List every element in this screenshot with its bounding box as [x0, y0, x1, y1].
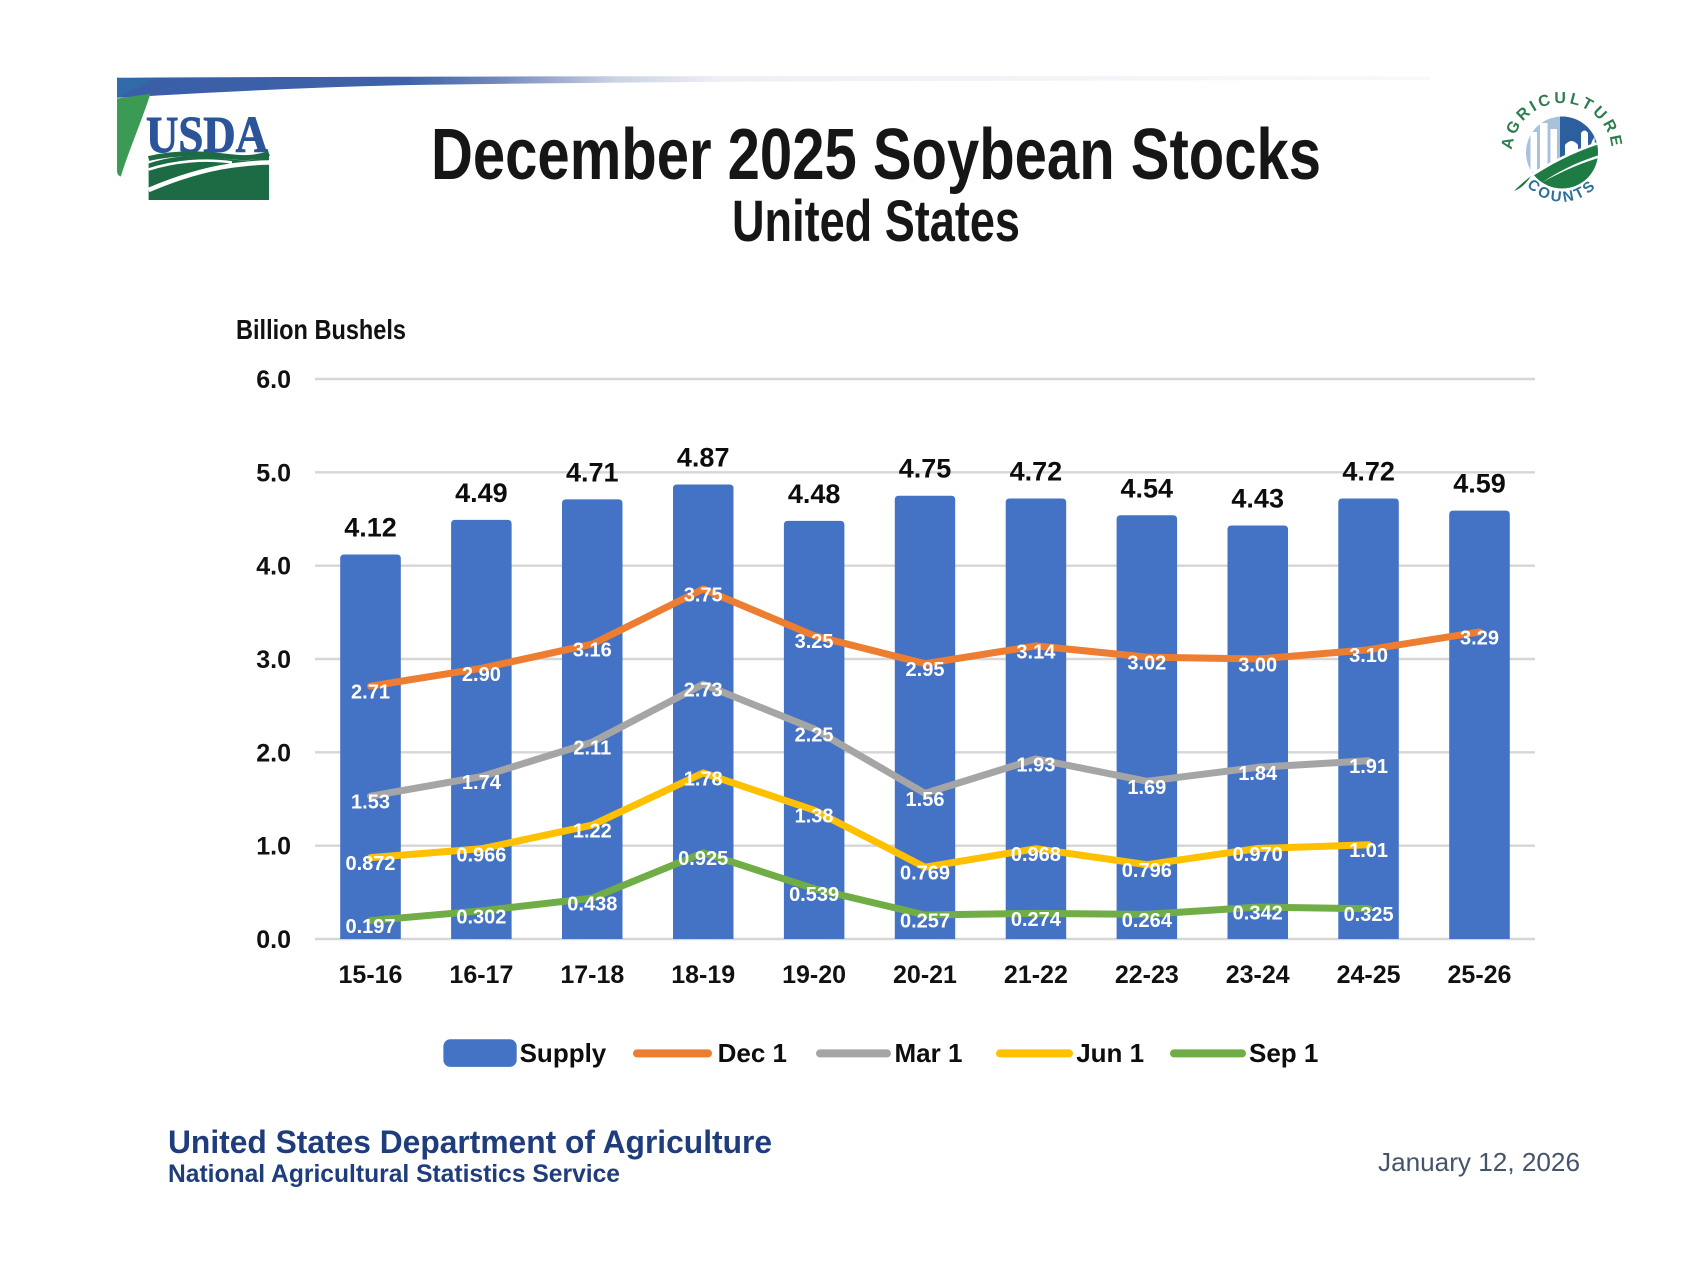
svg-text:4.71: 4.71 [566, 457, 619, 487]
svg-text:0.769: 0.769 [900, 863, 950, 885]
svg-text:Jun 1: Jun 1 [1076, 1038, 1144, 1068]
svg-text:3.29: 3.29 [1460, 627, 1499, 649]
svg-text:22-23: 22-23 [1115, 961, 1179, 989]
svg-text:0.264: 0.264 [1122, 910, 1173, 932]
svg-text:0.438: 0.438 [567, 894, 617, 916]
svg-text:3.0: 3.0 [256, 646, 291, 674]
svg-text:4.87: 4.87 [677, 443, 730, 473]
svg-text:Mar 1: Mar 1 [895, 1038, 963, 1068]
svg-text:4.43: 4.43 [1231, 484, 1284, 514]
svg-text:0.539: 0.539 [789, 884, 839, 906]
svg-text:24-25: 24-25 [1337, 961, 1401, 989]
svg-text:0.968: 0.968 [1011, 844, 1061, 866]
svg-text:4.72: 4.72 [1010, 457, 1063, 487]
svg-text:4.54: 4.54 [1121, 473, 1174, 503]
svg-text:2.90: 2.90 [462, 664, 501, 686]
svg-text:4.12: 4.12 [344, 513, 397, 543]
svg-text:0.302: 0.302 [456, 906, 506, 928]
svg-text:21-22: 21-22 [1004, 961, 1068, 989]
svg-text:2.11: 2.11 [573, 738, 611, 760]
svg-text:1.22: 1.22 [573, 821, 612, 843]
svg-text:2.73: 2.73 [684, 680, 723, 702]
svg-text:1.74: 1.74 [462, 772, 502, 794]
svg-text:1.78: 1.78 [684, 768, 723, 790]
svg-text:0.966: 0.966 [456, 844, 506, 866]
svg-text:20-21: 20-21 [893, 961, 957, 989]
svg-text:2.71: 2.71 [351, 682, 390, 704]
svg-text:5.0: 5.0 [256, 459, 291, 487]
svg-text:3.02: 3.02 [1127, 653, 1166, 675]
svg-text:0.872: 0.872 [345, 853, 395, 875]
svg-text:3.00: 3.00 [1238, 655, 1277, 677]
svg-text:January 12, 2026: January 12, 2026 [1378, 1147, 1580, 1177]
svg-text:23-24: 23-24 [1226, 961, 1290, 989]
svg-text:15-16: 15-16 [339, 961, 403, 989]
svg-text:1.53: 1.53 [351, 792, 390, 814]
svg-text:United States: United States [732, 189, 1020, 254]
svg-text:1.38: 1.38 [795, 806, 834, 828]
svg-text:1.93: 1.93 [1016, 754, 1055, 776]
svg-text:3.10: 3.10 [1349, 645, 1388, 667]
svg-text:1.0: 1.0 [256, 833, 291, 861]
svg-text:1.69: 1.69 [1127, 777, 1166, 799]
svg-text:1.91: 1.91 [1349, 756, 1388, 778]
svg-text:3.25: 3.25 [795, 631, 834, 653]
svg-text:18-19: 18-19 [671, 961, 735, 989]
svg-text:4.48: 4.48 [788, 479, 841, 509]
svg-text:United States Department of Ag: United States Department of Agriculture [168, 1124, 772, 1160]
svg-text:0.274: 0.274 [1011, 909, 1062, 931]
svg-text:Supply: Supply [520, 1038, 607, 1068]
svg-text:4.49: 4.49 [455, 478, 508, 508]
svg-text:2.95: 2.95 [906, 659, 945, 681]
svg-text:1.01: 1.01 [1349, 840, 1388, 862]
svg-text:2.25: 2.25 [795, 725, 834, 747]
svg-text:6.0: 6.0 [256, 366, 291, 394]
svg-text:0.796: 0.796 [1122, 860, 1172, 882]
svg-text:0.970: 0.970 [1233, 844, 1283, 866]
svg-text:Dec 1: Dec 1 [718, 1038, 787, 1068]
svg-text:0.197: 0.197 [345, 916, 395, 938]
svg-text:4.72: 4.72 [1342, 457, 1395, 487]
svg-text:4.75: 4.75 [899, 454, 952, 484]
svg-text:17-18: 17-18 [560, 961, 624, 989]
svg-text:December 2025 Soybean Stocks: December 2025 Soybean Stocks [431, 115, 1321, 195]
svg-text:4.0: 4.0 [256, 553, 291, 581]
svg-text:0.0: 0.0 [256, 926, 291, 954]
svg-text:19-20: 19-20 [782, 961, 846, 989]
svg-text:3.16: 3.16 [573, 640, 612, 662]
svg-text:1.56: 1.56 [906, 789, 945, 811]
svg-text:3.14: 3.14 [1016, 641, 1056, 663]
svg-text:3.75: 3.75 [684, 585, 723, 607]
svg-text:0.342: 0.342 [1233, 903, 1283, 925]
svg-text:16-17: 16-17 [449, 961, 513, 989]
svg-text:0.925: 0.925 [678, 848, 728, 870]
svg-text:0.325: 0.325 [1344, 904, 1394, 926]
svg-text:1.84: 1.84 [1238, 763, 1278, 785]
svg-text:Billion Bushels: Billion Bushels [236, 314, 406, 345]
svg-text:National Agricultural Statisti: National Agricultural Statistics Service [168, 1160, 620, 1188]
svg-text:25-26: 25-26 [1448, 961, 1512, 989]
svg-text:4.59: 4.59 [1453, 469, 1506, 499]
svg-text:2.0: 2.0 [256, 739, 291, 767]
svg-text:0.257: 0.257 [900, 911, 950, 933]
svg-text:Sep 1: Sep 1 [1249, 1038, 1318, 1068]
